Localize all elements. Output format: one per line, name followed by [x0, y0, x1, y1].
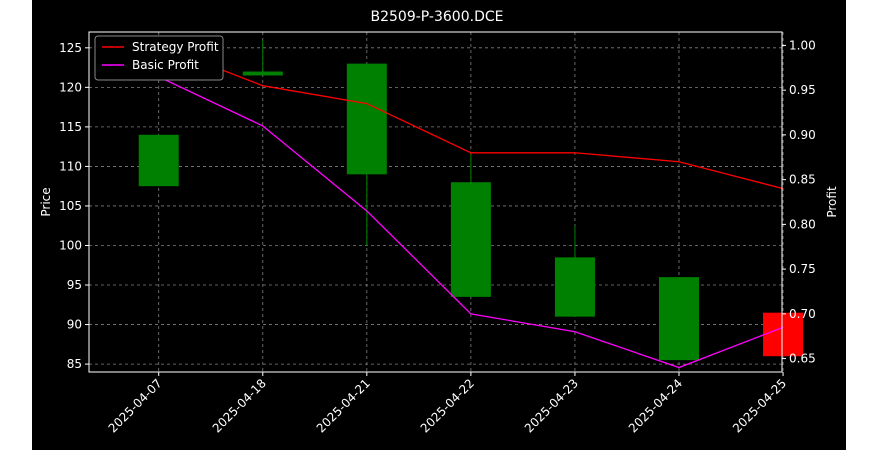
candle-body	[242, 71, 283, 76]
y-tick-label: 90	[67, 318, 82, 332]
legend-label: Basic Profit	[132, 58, 199, 72]
candle-body	[346, 63, 387, 175]
y-tick-label: 105	[59, 199, 82, 213]
y-tick-label: 125	[59, 41, 82, 55]
y2-tick-label: 0.95	[789, 83, 816, 97]
legend-box: Strategy Profit Basic Profit	[94, 35, 224, 81]
y-tick-label: 95	[67, 278, 82, 292]
candle-body	[658, 277, 699, 361]
candle-body	[450, 182, 491, 297]
legend: Strategy Profit Basic Profit	[94, 35, 224, 81]
y-tick-label: 100	[59, 238, 82, 252]
y2-tick-label: 0.75	[789, 262, 816, 276]
chart-title: B2509-P-3600.DCE	[371, 9, 504, 25]
y2-axis-label: Profit	[825, 186, 839, 218]
candlestick-chart: B2509-P-3600.DCE Price Profit 85 90 95 100 1…	[39, 9, 839, 435]
legend-label: Strategy Profit	[132, 40, 219, 54]
y2-tick-label: 0.85	[789, 173, 816, 187]
series-line	[158, 44, 784, 190]
x-tick-label: 2025-04-25	[730, 376, 789, 435]
x-tick-label: 2025-04-23	[522, 376, 581, 435]
series-line	[158, 76, 784, 369]
y2-tick-label: 0.65	[789, 352, 816, 366]
y-tick-label: 115	[59, 120, 82, 134]
x-tick-label: 2025-04-24	[626, 376, 685, 435]
chart-figure: B2509-P-3600.DCE Price Profit 85 90 95 100 1…	[32, 0, 846, 450]
y-axis-label: Price	[39, 187, 53, 216]
y2-tick-label: 1.00	[789, 38, 816, 52]
y-tick-label: 110	[59, 159, 82, 173]
y2-tick-label: 0.70	[789, 307, 816, 321]
y-tick-label: 85	[67, 357, 82, 371]
axes: 85 90 95 100 105 110 115 120 125 0.65 0.70 0.75 0.80…	[59, 31, 816, 435]
candle-body	[763, 312, 804, 357]
x-tick-label: 2025-04-07	[106, 376, 165, 435]
x-tick-label: 2025-04-21	[314, 376, 373, 435]
y2-tick-label: 0.80	[789, 217, 816, 231]
plot-frame	[88, 31, 783, 373]
profit-lines	[158, 44, 784, 369]
candles	[138, 39, 804, 361]
x-tick-label: 2025-04-18	[210, 376, 269, 435]
candle-body	[138, 134, 179, 187]
y-tick-label: 120	[59, 80, 82, 94]
y2-tick-label: 0.90	[789, 128, 816, 142]
x-tick-label: 2025-04-22	[418, 376, 477, 435]
candle-body	[554, 257, 595, 317]
legend-background	[94, 35, 224, 81]
